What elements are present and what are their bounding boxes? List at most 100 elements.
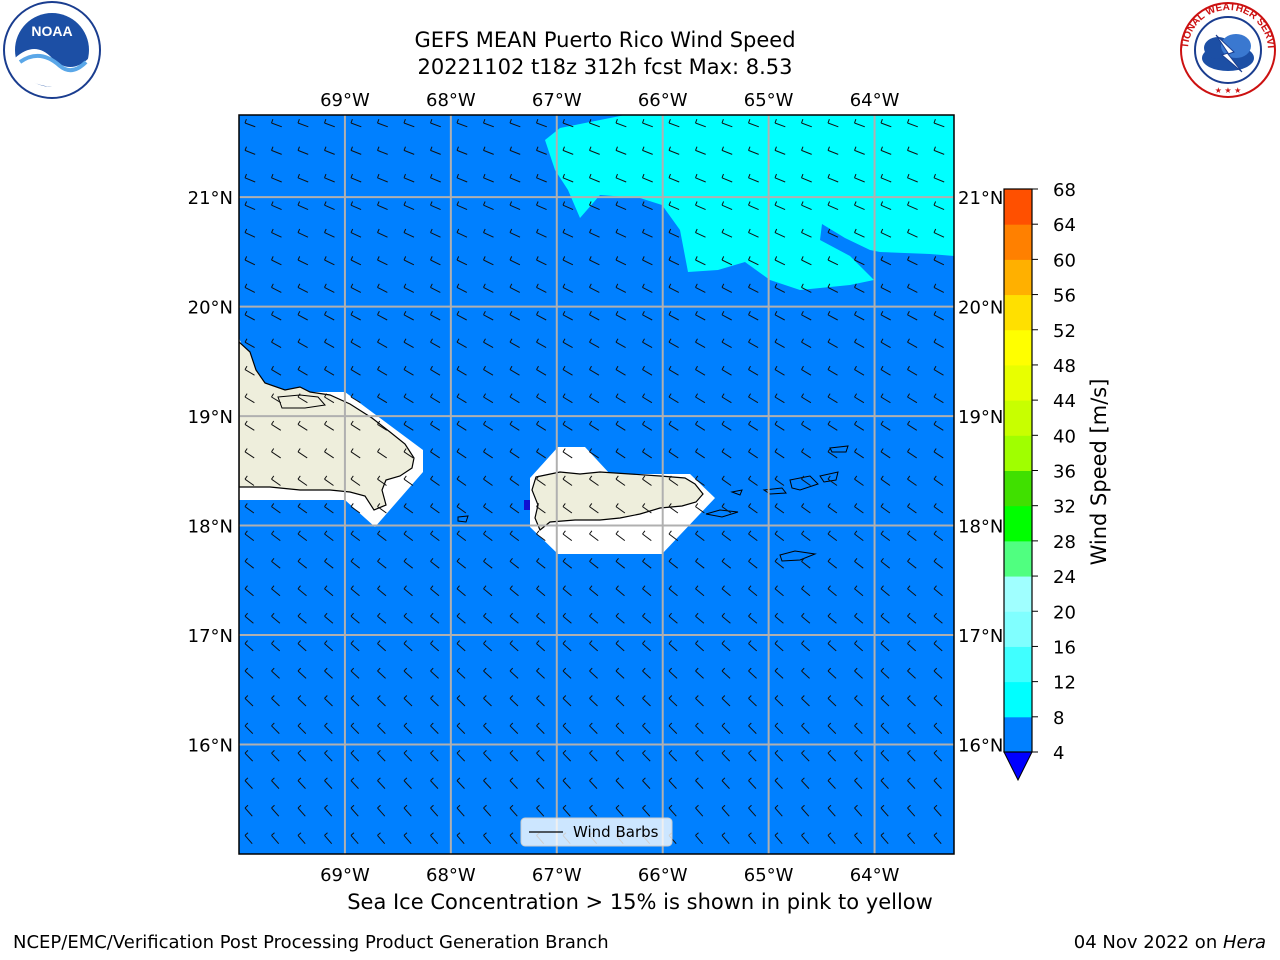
wind-barb (271, 804, 280, 817)
wind-barb (509, 448, 520, 459)
wind-barb (483, 667, 492, 679)
wind-barb (536, 146, 547, 155)
wind-barb (695, 365, 706, 376)
wind-barb (880, 119, 892, 128)
footer-date-text: 04 Nov 2022 on (1073, 932, 1223, 953)
wind-barb (403, 750, 413, 762)
wind-barb (721, 530, 732, 541)
wind-barb (403, 667, 413, 679)
wind-barb (350, 420, 361, 431)
wind-barb (854, 695, 863, 707)
wind-barb (350, 475, 361, 486)
wind-barb (642, 667, 651, 679)
wind-barb (854, 201, 865, 211)
wind-barb (854, 283, 865, 293)
wind-barb (854, 448, 864, 459)
wind-barb (695, 228, 706, 238)
lat-tick-label-left: 16°N (188, 736, 233, 757)
wind-barb (350, 201, 362, 211)
wind-barb (880, 365, 891, 376)
wind-barb (271, 832, 280, 845)
wind-barb (774, 420, 785, 431)
wind-barb (615, 612, 625, 624)
wind-barb (642, 119, 653, 128)
wind-barb (933, 585, 943, 597)
wind-barb (271, 365, 282, 376)
wind-barb (695, 311, 706, 321)
wind-barb (748, 338, 759, 349)
wind-barb (430, 640, 440, 652)
wind-barb (589, 365, 600, 376)
wind-barb (456, 804, 465, 817)
wind-barb (403, 420, 414, 431)
wind-barb (244, 146, 256, 155)
wind-barb (324, 311, 335, 321)
wind-barb (907, 338, 918, 349)
wind-barb (483, 393, 494, 404)
wind-barb (668, 722, 678, 734)
wind-barb (880, 228, 892, 238)
wind-barb (854, 256, 865, 266)
wind-barb (430, 557, 440, 569)
wind-barb (271, 393, 282, 404)
wind-barb (774, 256, 786, 266)
wind-barb (880, 804, 889, 817)
wind-barb (536, 695, 545, 707)
wind-barb (536, 530, 546, 541)
wind-barb (695, 338, 706, 349)
wind-barb (695, 557, 705, 569)
wind-barb (827, 338, 838, 349)
wind-barb (827, 557, 838, 569)
wind-barb (801, 530, 811, 541)
wind-barb (244, 777, 253, 789)
wind-barb (933, 640, 943, 652)
wind-barb (721, 667, 731, 679)
colorbar-tick-label: 8 (1053, 708, 1064, 729)
colorbar-tick-label: 64 (1053, 215, 1076, 236)
wind-barb (642, 393, 653, 404)
wind-barb (589, 557, 599, 569)
wind-barb (615, 640, 625, 652)
wind-barb (509, 365, 520, 376)
wind-barb (483, 612, 493, 624)
wind-barb (801, 722, 810, 734)
wind-barb (907, 365, 918, 376)
lat-tick-label-left: 21°N (188, 188, 233, 209)
wind-barb (297, 667, 307, 679)
wind-barb (774, 201, 786, 211)
wind-barb (880, 338, 891, 349)
lat-tick-label-left: 20°N (188, 298, 233, 319)
wind-barb (271, 256, 282, 266)
wind-barb (271, 777, 280, 789)
wind-barb (509, 612, 519, 624)
wind-barb (377, 585, 387, 597)
wind-barb (748, 283, 759, 293)
wind-barb (774, 283, 786, 293)
wind-barb (827, 146, 839, 155)
wind-barb (668, 475, 679, 486)
wind-barb (668, 420, 679, 431)
wind-barb (403, 695, 413, 707)
wind-barb (483, 503, 493, 514)
wind-barb (615, 338, 626, 349)
wind-barb (907, 640, 917, 652)
colorbar-segment (1004, 400, 1032, 436)
colorbar-tick-label: 56 (1053, 286, 1076, 307)
wind-barb (854, 585, 864, 597)
wind-barb (774, 695, 784, 707)
wind-barb (403, 832, 412, 845)
wind-barb (430, 832, 439, 845)
wind-barb (509, 201, 521, 211)
wind-barb (907, 503, 917, 514)
wind-barb (589, 201, 600, 211)
wind-barb (721, 201, 733, 211)
wind-barb (801, 311, 812, 321)
wind-barb (350, 338, 361, 349)
wind-barb (801, 256, 812, 266)
wind-barb (589, 475, 599, 486)
wind-barb (854, 777, 863, 789)
wind-barb (483, 311, 494, 321)
wind-barb (854, 365, 865, 376)
wind-barb (377, 503, 387, 514)
lon-tick-label-bottom: 66°W (638, 865, 688, 886)
